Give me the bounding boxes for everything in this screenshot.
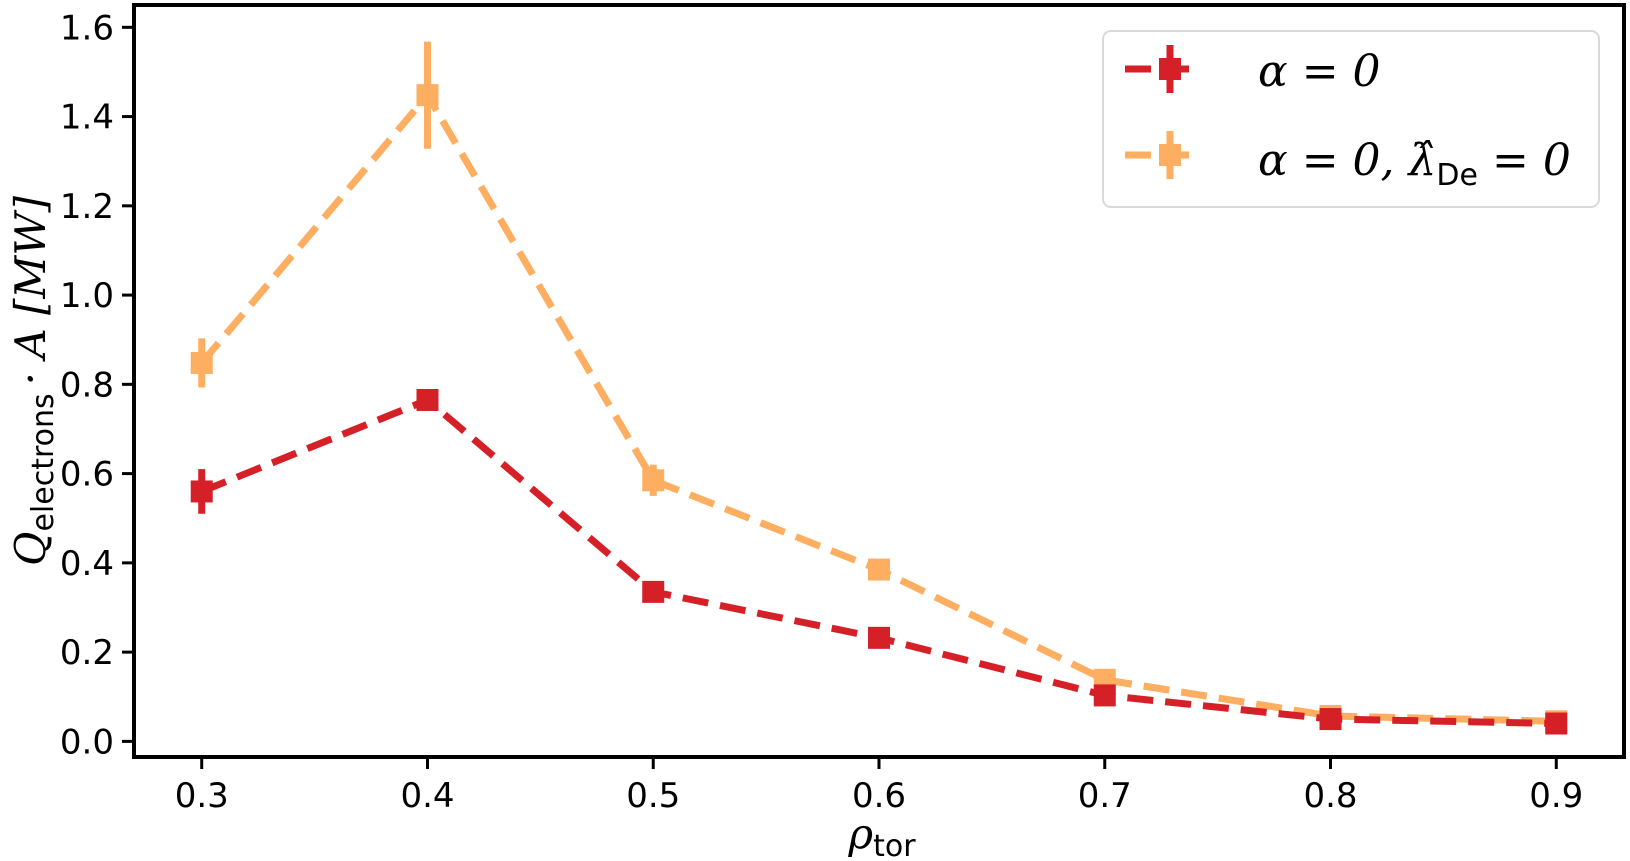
legend-label-2-prefix: α = 0,	[1258, 135, 1409, 186]
series-0-point-0	[190, 480, 213, 503]
series-0-point-4	[1093, 684, 1116, 707]
series-0-point-5	[1319, 708, 1342, 731]
legend-label-2-suffix: = 0	[1478, 135, 1571, 186]
y-tick-label-3: 0.6	[60, 455, 114, 495]
legend-marker-alpha-0-lambda-0	[1125, 131, 1193, 179]
x-axis-subscript: tor	[873, 829, 916, 861]
x-tick-label-0: 0.3	[175, 776, 229, 816]
y-tick-label-6: 1.2	[60, 187, 114, 227]
series-0-point-3	[868, 626, 890, 649]
legend: α = 0 α = 0, λ̂De = 0	[1102, 30, 1600, 208]
legend-label-2-symbol: λ̂	[1407, 135, 1437, 186]
legend-box	[1102, 30, 1600, 208]
legend-marker-0-square	[1159, 58, 1181, 80]
plot-frame	[132, 3, 1626, 759]
legend-label-2-subscript: De	[1436, 158, 1478, 193]
series-0-point-2	[642, 580, 665, 603]
x-tick-label-3: 0.6	[852, 776, 906, 816]
y-tick-label-1: 0.2	[60, 633, 114, 673]
x-tick-label-4: 0.7	[1078, 776, 1132, 816]
y-axis-symbol: Q	[6, 532, 55, 566]
x-tick-label-2: 0.5	[626, 776, 680, 816]
legend-entry-2: α = 0, λ̂De = 0	[1125, 131, 1571, 193]
x-axis-ticks: 0.3 0.4 0.5 0.6 0.7 0.8 0.9	[175, 757, 1583, 816]
series-1-point-0	[190, 351, 213, 374]
y-tick-label-2: 0.4	[60, 544, 114, 584]
series-1-point-2	[642, 469, 665, 492]
y-tick-label-7: 1.4	[60, 98, 114, 138]
legend-label-2: α = 0, λ̂De = 0	[1258, 135, 1571, 193]
x-tick-label-5: 0.8	[1303, 776, 1357, 816]
series-0-point-1	[416, 388, 439, 411]
y-axis-label: Qelectrons · A [MW]	[6, 195, 61, 566]
legend-label-1: α = 0	[1258, 46, 1381, 97]
x-axis-label: ρtor	[847, 809, 916, 861]
x-tick-label-1: 0.4	[400, 776, 454, 816]
legend-marker-alpha-0	[1125, 45, 1193, 93]
legend-marker-1-square	[1159, 144, 1181, 166]
series-1-point-1	[416, 84, 439, 107]
x-tick-label-6: 0.9	[1529, 776, 1583, 816]
y-tick-label-5: 1.0	[60, 276, 114, 316]
series-0-point-6	[1545, 712, 1568, 735]
legend-entry-1: α = 0	[1125, 45, 1381, 97]
y-tick-label-4: 0.8	[60, 365, 114, 405]
y-tick-label-8: 1.6	[60, 8, 114, 48]
y-tick-label-0: 0.0	[60, 722, 114, 762]
y-axis-subscript: electrons	[26, 393, 61, 531]
legend-label-1-text: α = 0	[1258, 46, 1381, 97]
series-1-point-3	[868, 558, 890, 581]
y-axis-ticks: 0.0 0.2 0.4 0.6 0.8 1.0 1.2 1.4 1.6	[60, 8, 134, 762]
y-axis-rest: · A [MW]	[6, 195, 55, 385]
series-0	[190, 388, 1568, 735]
series-layer	[190, 41, 1568, 735]
x-axis-symbol: ρ	[847, 809, 873, 858]
